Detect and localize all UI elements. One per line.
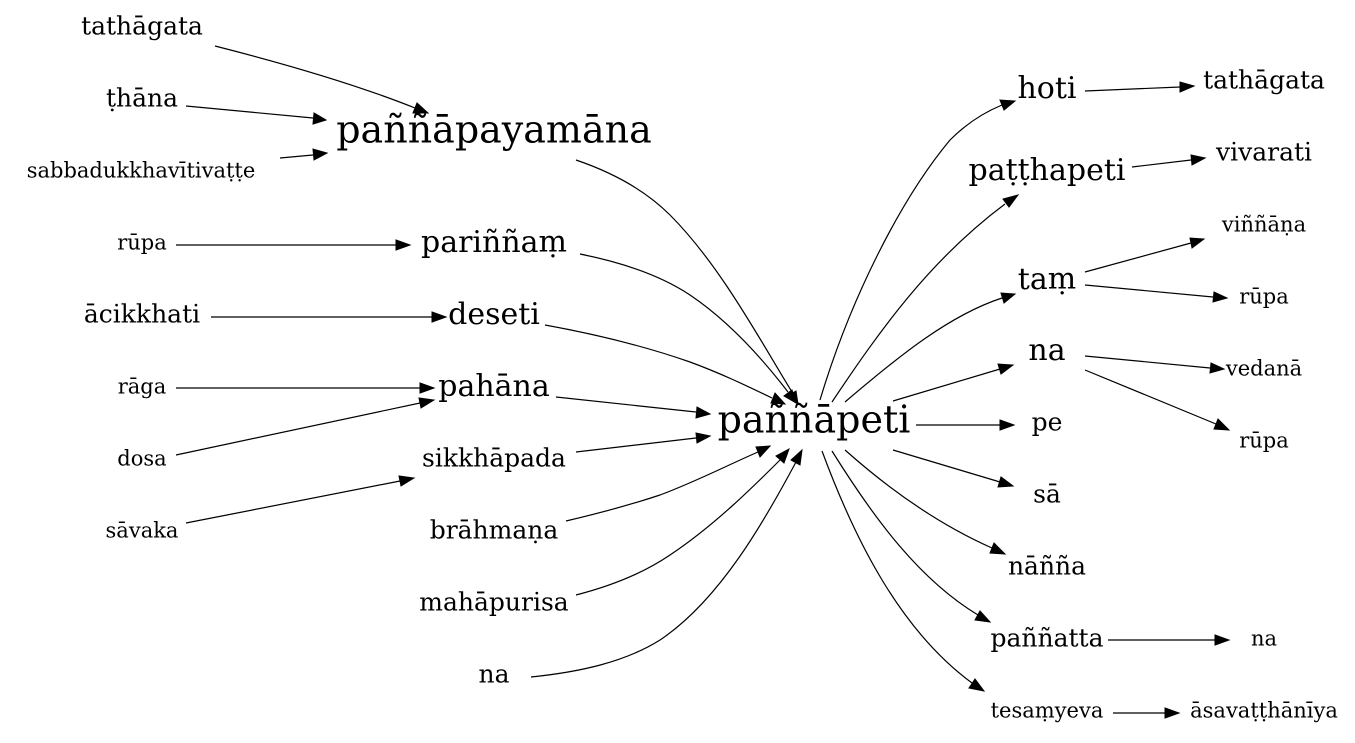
edge-arrowhead — [770, 392, 787, 405]
node-acikkhati: ācikkhati — [84, 300, 200, 329]
node-pannapeti: paññāpeti — [718, 398, 911, 442]
edge-center-to-hoti — [819, 104, 1003, 401]
node-tesamyeva: tesaṃyeva — [991, 699, 1104, 723]
edge-na-to-vedana — [1084, 355, 1211, 369]
node-hoti: hoti — [1017, 71, 1076, 106]
edge-na-to-rupa — [1084, 369, 1217, 425]
edge-arrowhead — [999, 99, 1017, 111]
edge-center-to-na-mid — [892, 368, 1001, 402]
edge-arrowhead — [775, 447, 790, 464]
edge-patthapeti-to-vivarati — [1131, 159, 1192, 168]
edge-arrowhead — [755, 445, 772, 458]
edge-arrowhead — [790, 448, 803, 466]
edge-pannapayamana-to-center — [575, 159, 793, 393]
edge-arrowhead — [419, 382, 436, 394]
edge-hoti-to-tathagata — [1084, 86, 1181, 92]
edge-arrowhead — [1209, 362, 1226, 374]
edge-mahapurisa-to-center — [575, 459, 781, 596]
edge-arrowhead — [1212, 291, 1229, 303]
edge-sikkhapada-to-center — [575, 437, 697, 453]
node-sikkhapada: sikkhāpada — [422, 444, 566, 473]
edge-na-to-center — [530, 461, 797, 678]
node-pannatta: paññatta — [990, 624, 1103, 653]
edge-arrowhead — [398, 475, 416, 487]
edge-brahmana-to-center — [565, 451, 759, 522]
edge-arrowhead — [418, 397, 436, 409]
edge-arrowhead — [1179, 81, 1196, 93]
node-sabbadukkhavitivatte: sabbadukkhavītivaṭṭe — [27, 159, 256, 183]
edge-sabbadukkha-to-pannapayamana — [279, 154, 314, 159]
edge-arrowhead — [1002, 194, 1020, 208]
node-brahmana: brāhmaṇa — [430, 516, 559, 545]
edge-arrowhead — [1213, 418, 1231, 431]
edge-arrowhead — [431, 311, 448, 323]
node-thana: ṭhāna — [106, 84, 178, 113]
node-pe: pe — [1032, 408, 1063, 437]
edge-tam-to-vinnana — [1084, 242, 1192, 273]
edge-arrowhead — [1214, 634, 1231, 646]
node-rupa-out1: rūpa — [1239, 285, 1289, 309]
edge-parinnam-to-center — [579, 253, 789, 393]
node-pannapayamana: paññāpayamāna — [336, 108, 652, 152]
node-vivarati: vivarati — [1215, 138, 1312, 167]
edge-arrowhead — [1189, 237, 1206, 249]
edge-arrowhead — [312, 148, 329, 161]
node-rupa-in: rūpa — [117, 231, 167, 255]
node-patthapeti: paṭṭhapeti — [968, 153, 1125, 188]
edge-arrowhead — [412, 102, 430, 114]
edge-arrowhead — [968, 678, 986, 692]
node-dosa: dosa — [117, 447, 166, 471]
edge-center-to-tesamyeva — [821, 450, 973, 684]
edge-arrowhead — [1000, 292, 1017, 304]
node-na-in: na — [478, 660, 509, 689]
node-rupa-out2: rūpa — [1239, 429, 1289, 453]
edges — [175, 45, 1231, 719]
edge-thana-to-pannapayamana — [185, 105, 314, 119]
node-mahapurisa: mahāpurisa — [419, 588, 568, 617]
edge-arrowhead — [695, 432, 712, 444]
node-tathagata-in: tathāgata — [81, 12, 203, 41]
nodes: paññāpeti tathāgata ṭhāna sabbadukkhavīt… — [27, 12, 1338, 723]
node-asavatthaniya: āsavaṭṭhānīya — [1190, 699, 1338, 723]
edge-tam-to-rupa — [1084, 284, 1214, 298]
node-savaka: sāvaka — [106, 519, 179, 543]
edge-arrowhead — [695, 406, 712, 419]
node-deseti: deseti — [448, 297, 540, 332]
edge-deseti-to-center — [544, 324, 773, 399]
edge-arrowhead — [989, 542, 1007, 555]
node-pahana: pahāna — [438, 369, 550, 404]
edge-arrowhead — [395, 239, 412, 251]
node-tam: taṃ — [1018, 262, 1076, 297]
edge-savaka-to-sikkhapada — [185, 480, 401, 524]
edge-arrowhead — [999, 419, 1016, 431]
node-vinnana: viññāṇa — [1221, 213, 1306, 237]
edge-center-to-patthapeti — [831, 203, 1006, 403]
node-nanna: nāñña — [1008, 552, 1086, 581]
edge-arrowhead — [974, 610, 992, 623]
node-parinnam: pariññaṃ — [421, 225, 567, 260]
node-na-out: na — [1251, 627, 1277, 651]
edge-center-to-sa — [892, 449, 1001, 483]
edge-center-to-nanna — [844, 449, 993, 549]
node-raga: rāga — [118, 375, 167, 399]
edge-center-to-pannatta — [831, 450, 979, 616]
edge-center-to-tam — [844, 297, 1003, 403]
edge-arrowhead — [997, 476, 1015, 488]
node-vedana: vedanā — [1225, 357, 1302, 381]
edge-arrowhead — [1164, 707, 1181, 719]
edge-arrowhead — [997, 363, 1015, 375]
edge-arrowhead — [1190, 154, 1207, 166]
edge-arrowhead — [783, 389, 797, 405]
node-na-mid: na — [1028, 333, 1065, 368]
node-sa: sā — [1033, 480, 1061, 509]
edge-arrowhead — [312, 112, 328, 125]
edge-tathagata-to-pannapayamana — [214, 45, 416, 109]
node-tathagata-out: tathāgata — [1203, 66, 1325, 95]
edge-dosa-to-pahana — [175, 402, 421, 456]
edge-pahana-to-center — [555, 396, 697, 413]
